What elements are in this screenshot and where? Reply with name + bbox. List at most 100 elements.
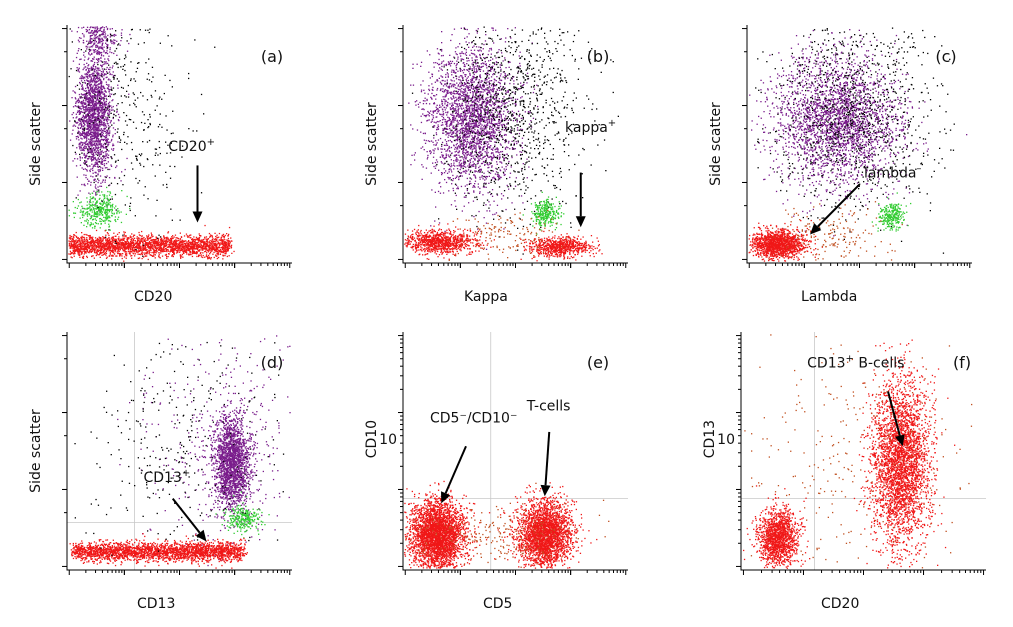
panel-c: Lambda Side scatter (c) lambda– <box>708 25 972 305</box>
annotation-arrowhead <box>895 434 905 447</box>
population-e-0 <box>404 480 491 569</box>
annotation-superscript: + <box>846 354 854 365</box>
population-c-4 <box>761 201 903 261</box>
ticks-d <box>62 335 291 575</box>
annotation-arrow <box>444 445 467 494</box>
annotation-a-0: CD20+ <box>168 137 215 223</box>
annotation-f-0: CD13+ B-cells <box>807 354 905 447</box>
population-a-3 <box>68 224 235 262</box>
annotation-arrow <box>817 183 861 228</box>
axes-f <box>740 332 986 571</box>
x-axis-label: Lambda <box>801 289 857 305</box>
ticks-f <box>736 335 985 575</box>
x-axis-label: CD13 <box>137 596 175 612</box>
x-axis-label: Kappa <box>464 289 508 305</box>
annotation-arrow <box>887 391 901 436</box>
population-a-0 <box>69 28 130 218</box>
y-tick-label: 10 <box>717 432 735 448</box>
scatter-points-e <box>404 480 610 569</box>
annotation-b-0: kappa+ <box>565 118 616 228</box>
annotation-text: lambda <box>864 165 916 181</box>
axes-d <box>66 332 292 571</box>
annotation-text-suffix: B-cells <box>854 356 905 372</box>
annotation-e-0: CD5⁻/CD10⁻ <box>430 410 517 504</box>
axes-e <box>402 332 628 571</box>
annotation-arrowhead <box>575 216 586 228</box>
population-f-1 <box>853 339 956 569</box>
panel-label-d: (d) <box>261 353 284 372</box>
axes-b <box>402 25 628 264</box>
y-axis-label: Side scatter <box>708 102 724 186</box>
population-a-1 <box>71 26 131 64</box>
panel-label-a: (a) <box>261 47 283 66</box>
population-c-3 <box>748 219 823 262</box>
population-b-5 <box>447 209 580 261</box>
population-e-1 <box>494 482 598 569</box>
annotation-text: kappa <box>565 120 608 136</box>
population-b-3 <box>404 223 495 260</box>
annotation-superscript: + <box>608 118 616 129</box>
panel-label-b: (b) <box>587 47 610 66</box>
annotation-c-0: lambda– <box>810 163 921 235</box>
scatter-points-f <box>743 334 973 569</box>
y-axis-label: Side scatter <box>28 409 44 493</box>
y-axis-label: CD13 <box>702 420 718 458</box>
population-d-3 <box>69 533 248 569</box>
y-axis-label: CD10 <box>364 420 380 458</box>
annotation-arrowhead <box>810 223 822 235</box>
population-c-1 <box>755 27 955 254</box>
annotation-text: CD13 <box>144 470 182 486</box>
population-d-0 <box>198 374 259 553</box>
x-axis-label: CD20 <box>821 596 859 612</box>
population-b-1 <box>407 26 619 255</box>
axes-c <box>746 25 972 264</box>
annotation-arrow <box>544 431 551 486</box>
x-axis-label: CD20 <box>134 289 172 305</box>
population-a-2 <box>68 186 131 232</box>
panel-label-f: (f) <box>953 353 971 372</box>
ticks-e <box>398 335 627 575</box>
scatter-points-d <box>69 335 291 569</box>
annotation-superscript: – <box>916 163 921 174</box>
population-b-2 <box>522 191 565 235</box>
panel-label-c: (c) <box>935 47 956 66</box>
scatter-points-b <box>404 26 619 262</box>
annotation-d-0: CD13+ <box>144 468 207 542</box>
ticks-a <box>62 28 291 268</box>
annotation-arrowhead <box>540 484 551 497</box>
panel-a: CD20 Side scatter (a) CD20+ <box>28 25 292 305</box>
x-axis-label: CD5 <box>483 596 512 612</box>
population-d-2 <box>215 491 270 539</box>
annotation-arrow <box>171 497 201 534</box>
annotation-arrowhead <box>441 491 451 504</box>
population-b-0 <box>408 27 539 250</box>
ticks-b <box>398 28 627 268</box>
panel-e: 10 CD5 CD10 (e) CD5⁻/CD10⁻ T-cells <box>364 332 628 612</box>
population-f-2 <box>744 334 973 569</box>
ticks-c <box>742 28 971 268</box>
y-axis-label: Side scatter <box>28 102 44 186</box>
panel-label-e: (e) <box>587 353 609 372</box>
population-d-4 <box>74 341 285 556</box>
panel-b: Kappa Side scatter (b) kappa+ <box>364 25 628 305</box>
population-c-0 <box>749 29 968 240</box>
population-a-4 <box>68 28 216 257</box>
annotation-arrowhead <box>192 211 203 223</box>
population-f-0 <box>743 485 811 569</box>
y-axis-label: Side scatter <box>364 102 380 186</box>
y-tick-label: 10 <box>379 432 397 448</box>
annotation-text: CD5⁻/CD10⁻ <box>430 410 517 426</box>
annotation-e-1: T-cells <box>526 399 571 497</box>
population-b-4 <box>520 230 603 262</box>
annotation-arrowhead <box>195 529 207 542</box>
scatter-points-a <box>68 26 235 262</box>
annotation-text: CD13 <box>807 356 845 372</box>
axes-a <box>66 25 292 264</box>
annotation-text: T-cells <box>526 399 571 415</box>
scatter-points-c <box>748 27 968 262</box>
annotation-superscript: + <box>182 468 190 479</box>
population-e-2 <box>405 482 610 568</box>
